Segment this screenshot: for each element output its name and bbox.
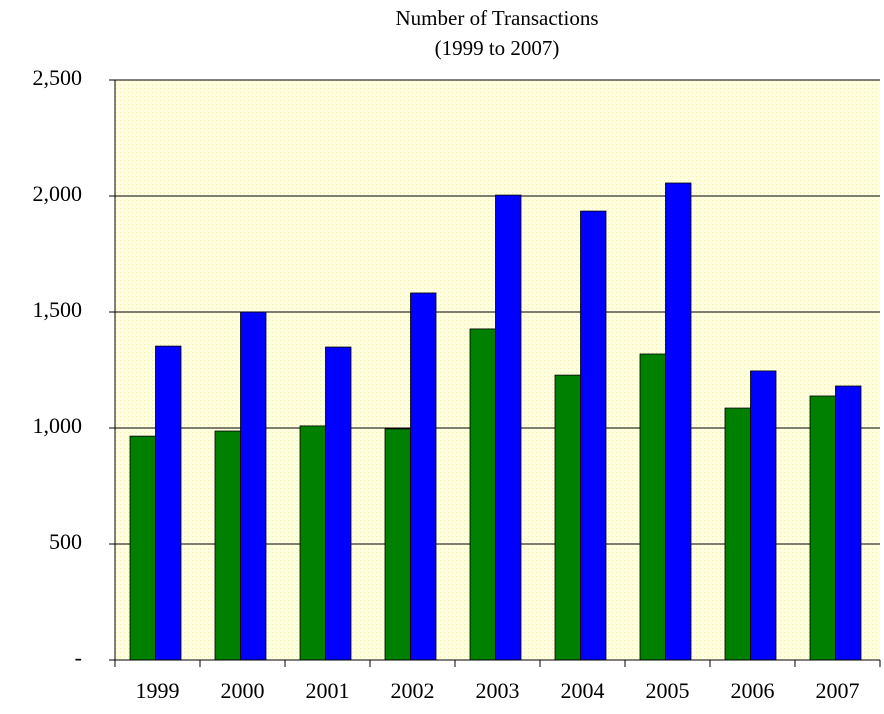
- bar: [214, 430, 241, 661]
- bar: [639, 353, 666, 661]
- bar: [554, 374, 581, 661]
- y-tick-label: 1,000: [33, 413, 83, 438]
- bar: [384, 428, 411, 661]
- x-tick-label: 1999: [136, 678, 180, 703]
- chart-title: Number of Transactions: [396, 6, 599, 30]
- y-tick-label: -: [75, 645, 82, 670]
- chart-subtitle: (1999 to 2007): [435, 36, 560, 60]
- bar: [155, 345, 182, 661]
- bar: [665, 182, 692, 661]
- bar: [410, 292, 437, 661]
- bar: [299, 425, 326, 661]
- bar: [325, 346, 352, 661]
- y-tick-label: 2,000: [33, 181, 83, 206]
- bar: [750, 370, 777, 661]
- bar: [724, 407, 751, 661]
- x-tick-label: 2002: [391, 678, 435, 703]
- bar: [469, 328, 496, 661]
- y-tick-label: 500: [49, 529, 82, 554]
- bar: [129, 435, 156, 661]
- x-tick-label: 2000: [221, 678, 265, 703]
- bar: [835, 385, 862, 661]
- x-tick-label: 2003: [476, 678, 520, 703]
- bar: [495, 194, 522, 661]
- x-tick-label: 2004: [561, 678, 605, 703]
- y-tick-label: 2,500: [33, 65, 83, 90]
- x-tick-label: 2001: [306, 678, 350, 703]
- x-tick-label: 2005: [646, 678, 690, 703]
- x-tick-label: 2006: [731, 678, 775, 703]
- bar: [580, 210, 607, 661]
- x-tick-label: 2007: [816, 678, 860, 703]
- bar: [240, 311, 267, 661]
- bar: [809, 395, 836, 661]
- y-tick-label: 1,500: [33, 297, 83, 322]
